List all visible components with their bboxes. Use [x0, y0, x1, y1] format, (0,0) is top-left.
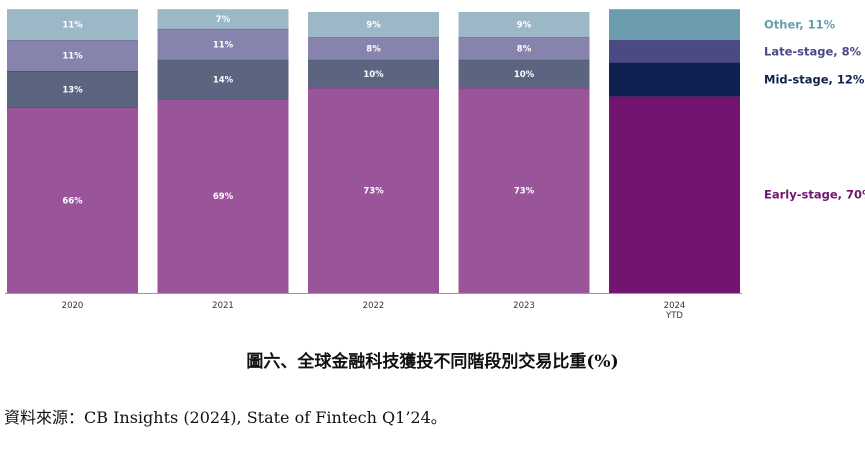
data-label: 73% — [514, 186, 535, 196]
legend-item: Early-stage, 70% — [764, 188, 865, 202]
bar-segment-mid-stage-0 — [7, 71, 138, 108]
data-label: 8% — [517, 45, 532, 55]
data-label: 66% — [62, 196, 83, 206]
data-label: 10% — [363, 70, 384, 80]
data-label: 73% — [363, 186, 384, 196]
data-label: 8% — [366, 45, 381, 55]
bar-segment-other-2 — [308, 12, 439, 38]
bar-segment-early-stage-0 — [7, 107, 138, 293]
bar-segment-early-stage-3 — [458, 87, 590, 294]
bar-segment-late-stage-1 — [157, 28, 289, 60]
data-label: 10% — [514, 70, 535, 80]
bar-segment-mid-stage-4 — [609, 62, 740, 97]
bar-segment-late-stage-3 — [458, 37, 590, 60]
bar-segment-mid-stage-1 — [157, 59, 289, 100]
bar-segment-early-stage-4 — [609, 96, 740, 293]
bar-segment-other-0 — [7, 9, 138, 41]
data-label: 11% — [213, 40, 234, 50]
figure-caption: 圖六、全球金融科技獲投不同階段別交易比重(%) — [246, 352, 619, 372]
data-label: 9% — [517, 21, 532, 31]
stacked-bar-chart: 66% 13% 11% 11% 69% 14% 11% 7% 73% 10% 8% 9% 73% 10% 8… — [5, 9, 865, 321]
legend-item: Other, 11% — [764, 18, 836, 32]
data-label: 11% — [62, 52, 83, 62]
source-note: 資料來源：CB Insights (2024), State of Fintec… — [4, 408, 447, 427]
x-tick-label: 2024 — [664, 301, 686, 311]
data-label: 13% — [62, 85, 83, 95]
bar-segment-mid-stage-3 — [458, 59, 590, 88]
bar-segment-other-1 — [157, 9, 289, 29]
bar-segment-other-4 — [609, 9, 740, 41]
bar-segment-late-stage-0 — [7, 40, 138, 72]
legend: Early-stage, 70% Mid-stage, 12% Late-stage… — [764, 18, 865, 202]
x-tick-label: 2021 — [212, 301, 234, 311]
bar-segment-early-stage-1 — [157, 99, 289, 293]
bar-segment-late-stage-4 — [609, 40, 740, 63]
x-tick-label: 2023 — [513, 301, 535, 311]
bar-segment-mid-stage-2 — [308, 59, 439, 88]
bar-segment-other-3 — [458, 12, 590, 38]
data-label: 9% — [366, 21, 381, 31]
data-label: 11% — [62, 21, 83, 31]
data-label: 7% — [216, 15, 231, 25]
x-tick-label: YTD — [665, 311, 683, 321]
legend-item: Late-stage, 8% — [764, 44, 862, 58]
bars-group: 66% 13% 11% 11% 69% 14% 11% 7% 73% 10% 8% 9% 73% 10% 8… — [7, 9, 740, 294]
x-tick-label: 2022 — [363, 301, 385, 311]
legend-item: Mid-stage, 12% — [764, 72, 865, 86]
bar-segment-late-stage-2 — [308, 37, 439, 60]
x-tick-label: 2020 — [62, 301, 84, 311]
bar-segment-early-stage-2 — [308, 87, 439, 294]
data-label: 69% — [213, 192, 234, 202]
data-label: 14% — [213, 75, 234, 85]
